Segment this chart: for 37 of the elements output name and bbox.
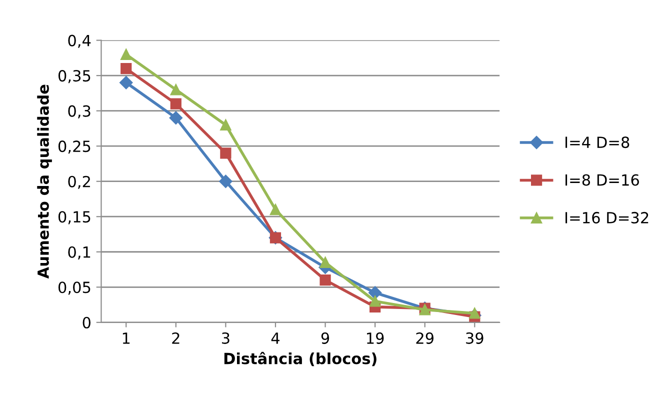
y-tick-label: 0,15: [58, 211, 90, 224]
legend-label: I=4 D=8: [566, 136, 630, 148]
point: [220, 148, 232, 159]
point: [370, 296, 381, 307]
x-tick-label: 2: [172, 332, 180, 344]
x-tick-label: 39: [466, 332, 484, 344]
point: [320, 256, 331, 268]
point: [120, 76, 133, 90]
point: [368, 286, 382, 300]
point: [170, 98, 182, 110]
point: [170, 84, 182, 96]
legend-label: I=8 D=16: [566, 174, 639, 186]
y-tick-label: 0,25: [58, 140, 90, 154]
x-axis-title: Distância (blocos): [224, 352, 376, 366]
point: [320, 274, 331, 286]
point: [219, 174, 232, 188]
point: [169, 111, 182, 124]
x-tick-label: 9: [321, 332, 330, 344]
y-tick-label: 0,2: [68, 176, 90, 189]
point: [270, 204, 282, 216]
y-tick-label: 0,3: [68, 105, 90, 118]
x-tick-label: 29: [416, 332, 434, 344]
y-tick-label: 0,4: [68, 34, 91, 48]
x-tick-label: 4: [271, 332, 280, 344]
x-tick-label: 1: [122, 332, 130, 344]
y-tick-label: 0,05: [58, 282, 90, 295]
x-tick-label: 3: [222, 332, 230, 344]
y-tick-label: 0,1: [68, 246, 90, 260]
y-tick-label: 0: [82, 316, 90, 328]
point: [120, 48, 132, 60]
x-tick-label: 19: [367, 332, 384, 344]
legend-label: I=16 D=32: [566, 212, 648, 224]
point: [220, 119, 232, 130]
y-axis-title: Aumento da qualidade: [37, 84, 52, 279]
point: [120, 62, 132, 74]
y-tick-label: 0,35: [58, 70, 90, 84]
point: [469, 308, 480, 319]
